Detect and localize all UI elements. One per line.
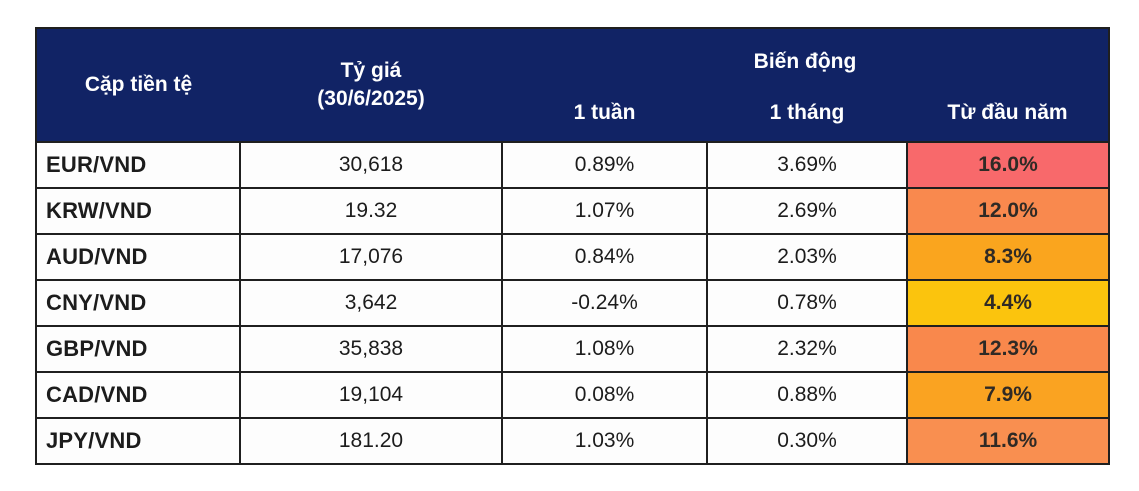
header-ytd: Từ đầu năm [907,84,1110,142]
month-change-cell: 0.30% [706,417,908,465]
table-row: JPY/VND 181.20 1.03% 0.30% 11.6% [35,417,1111,465]
month-change-cell: 3.69% [706,141,908,189]
table-row: EUR/VND 30,618 0.89% 3.69% 16.0% [35,141,1111,189]
table-row: KRW/VND 19.32 1.07% 2.69% 12.0% [35,187,1111,235]
currency-pair-cell: AUD/VND [35,233,241,281]
week-change-cell: 1.07% [501,187,708,235]
currency-pair-cell: CNY/VND [35,279,241,327]
rate-cell: 19.32 [239,187,503,235]
header-change-group: Biến động [502,28,1110,84]
currency-pair-cell: JPY/VND [35,417,241,465]
header-month: 1 tháng [707,84,907,142]
week-change-cell: 1.08% [501,325,708,373]
ytd-change-cell: 12.3% [905,325,1111,373]
fx-rates-table: Cặp tiền tệ Tỷ giá (30/6/2025) Biến động… [35,27,1111,465]
week-change-cell: 1.03% [501,417,708,465]
month-change-cell: 0.88% [706,371,908,419]
week-change-cell: -0.24% [501,279,708,327]
header-rate-label: Tỷ giá [340,58,402,82]
currency-pair-cell: KRW/VND [35,187,241,235]
currency-pair-cell: EUR/VND [35,141,241,189]
ytd-change-cell: 8.3% [905,233,1111,281]
month-change-cell: 2.32% [706,325,908,373]
table-row: GBP/VND 35,838 1.08% 2.32% 12.3% [35,325,1111,373]
table-row: CNY/VND 3,642 -0.24% 0.78% 4.4% [35,279,1111,327]
ytd-change-cell: 11.6% [905,417,1111,465]
currency-pair-cell: GBP/VND [35,325,241,373]
rate-cell: 181.20 [239,417,503,465]
week-change-cell: 0.84% [501,233,708,281]
rate-cell: 30,618 [239,141,503,189]
month-change-cell: 0.78% [706,279,908,327]
week-change-cell: 0.08% [501,371,708,419]
rate-cell: 19,104 [239,371,503,419]
week-change-cell: 0.89% [501,141,708,189]
ytd-change-cell: 4.4% [905,279,1111,327]
ytd-change-cell: 12.0% [905,187,1111,235]
rate-cell: 17,076 [239,233,503,281]
currency-pair-cell: CAD/VND [35,371,241,419]
table-row: AUD/VND 17,076 0.84% 2.03% 8.3% [35,233,1111,281]
rate-cell: 3,642 [239,279,503,327]
header-week: 1 tuần [502,84,707,142]
table-body: EUR/VND 30,618 0.89% 3.69% 16.0% KRW/VND… [35,141,1111,465]
table-header: Cặp tiền tệ Tỷ giá (30/6/2025) Biến động… [36,28,1110,142]
ytd-change-cell: 7.9% [905,371,1111,419]
table-row: CAD/VND 19,104 0.08% 0.88% 7.9% [35,371,1111,419]
month-change-cell: 2.69% [706,187,908,235]
header-rate-date: (30/6/2025) [317,87,425,110]
header-currency-pair: Cặp tiền tệ [36,28,240,142]
ytd-change-cell: 16.0% [905,141,1111,189]
rate-cell: 35,838 [239,325,503,373]
header-rate: Tỷ giá (30/6/2025) [240,28,502,142]
month-change-cell: 2.03% [706,233,908,281]
